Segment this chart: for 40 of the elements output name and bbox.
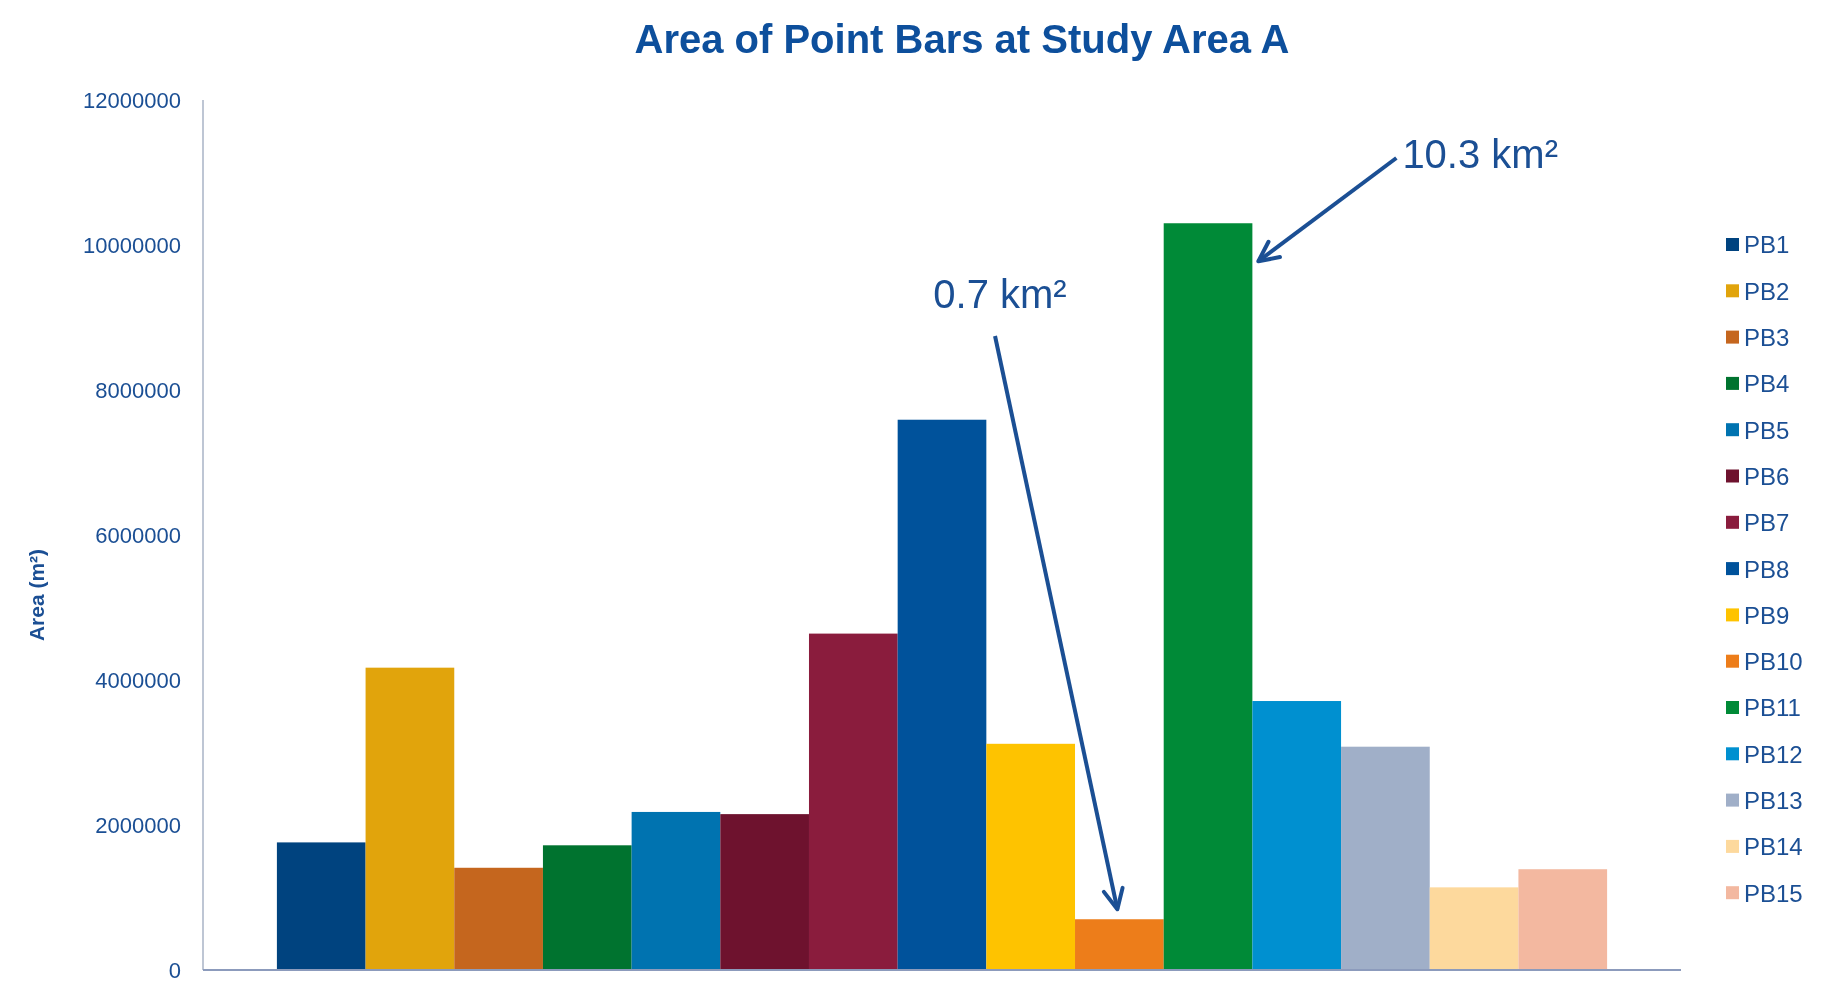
legend-label: PB7 <box>1744 509 1790 537</box>
legend-label: PB3 <box>1744 324 1790 351</box>
legend-label: PB13 <box>1744 787 1803 814</box>
bar <box>365 667 455 970</box>
annotation: 10.3 km² <box>1402 132 1558 176</box>
legend-label: PB5 <box>1744 416 1790 444</box>
bar <box>276 842 366 970</box>
y-tick-label: 6000000 <box>95 522 181 548</box>
legend-label: PB9 <box>1744 601 1790 629</box>
bar <box>1518 869 1608 970</box>
bar <box>1429 887 1519 970</box>
legend-label: PB11 <box>1744 694 1801 722</box>
y-tick-label: 10000000 <box>83 232 181 258</box>
legend-label: PB14 <box>1744 833 1803 861</box>
y-tick-label: 2000000 <box>95 812 181 838</box>
bar <box>1163 223 1253 970</box>
annotation: 0.7 km² <box>933 272 1067 316</box>
y-tick-label: 12000000 <box>83 87 181 113</box>
bar <box>720 814 809 970</box>
legend-label: PB8 <box>1744 555 1790 583</box>
bar <box>1341 746 1430 970</box>
y-tick-label: 4000000 <box>95 667 181 693</box>
legend-label: PB6 <box>1744 462 1790 490</box>
legend-label: PB10 <box>1744 648 1803 676</box>
y-axis-title: Area (m²) <box>25 548 48 642</box>
chart-title: Area of Point Bars at Study Area A <box>634 17 1290 61</box>
legend-label: PB2 <box>1744 277 1790 305</box>
legend-label: PB1 <box>1744 231 1790 259</box>
bar <box>631 811 721 970</box>
bar <box>808 633 898 970</box>
bar <box>542 845 632 970</box>
bar <box>1252 701 1342 970</box>
legend-label: PB12 <box>1744 740 1803 768</box>
y-tick-label: 8000000 <box>95 377 181 403</box>
bar <box>1075 919 1164 970</box>
bar <box>454 867 543 970</box>
y-tick-label: 0 <box>168 957 181 983</box>
legend-label: PB4 <box>1744 370 1790 398</box>
legend-label: PB15 <box>1744 879 1803 907</box>
bar <box>897 419 987 970</box>
